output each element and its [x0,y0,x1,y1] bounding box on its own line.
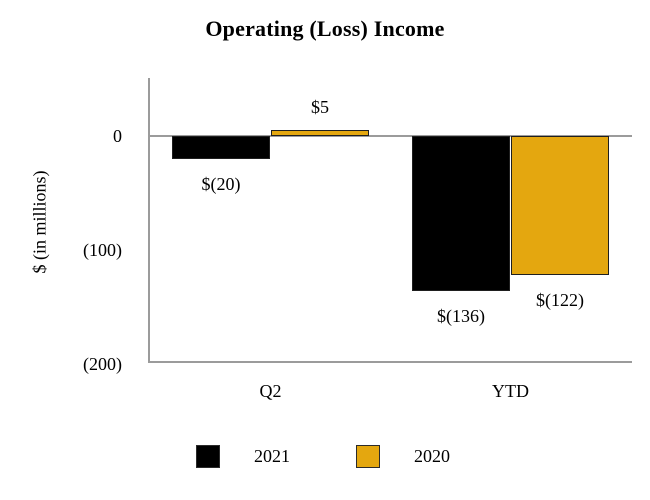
legend: 2021 2020 [196,442,450,470]
chart-title: Operating (Loss) Income [205,16,445,41]
legend-item-2020: 2020 [356,444,450,468]
bar-value-label: $(122) [536,289,584,310]
bar-value-label: $5 [311,97,329,118]
y-tick-label: (200) [83,353,122,374]
y-tick-label: (100) [83,239,122,260]
bar-value-label: $(20) [201,173,241,194]
bar-2020-q2 [271,130,369,136]
bar-2021-ytd [412,136,510,291]
bar-2020-ytd [511,136,609,275]
x-category-label: Q2 [259,381,282,401]
bar-2021-q2 [172,136,270,159]
x-axis-line [148,361,632,363]
zero-gridline [150,135,632,137]
legend-item-2021: 2021 [196,444,290,468]
legend-label-2020: 2020 [414,445,450,466]
x-category-label: YTD [492,381,529,401]
bar-value-label: $(136) [437,305,485,326]
y-tick-label: 0 [113,126,122,146]
legend-swatch-2020 [356,444,380,468]
legend-label-2021: 2021 [254,445,290,466]
y-axis-title: $ (in millions) [29,170,50,274]
legend-swatch-2021 [196,444,220,468]
y-axis-line [148,78,150,363]
